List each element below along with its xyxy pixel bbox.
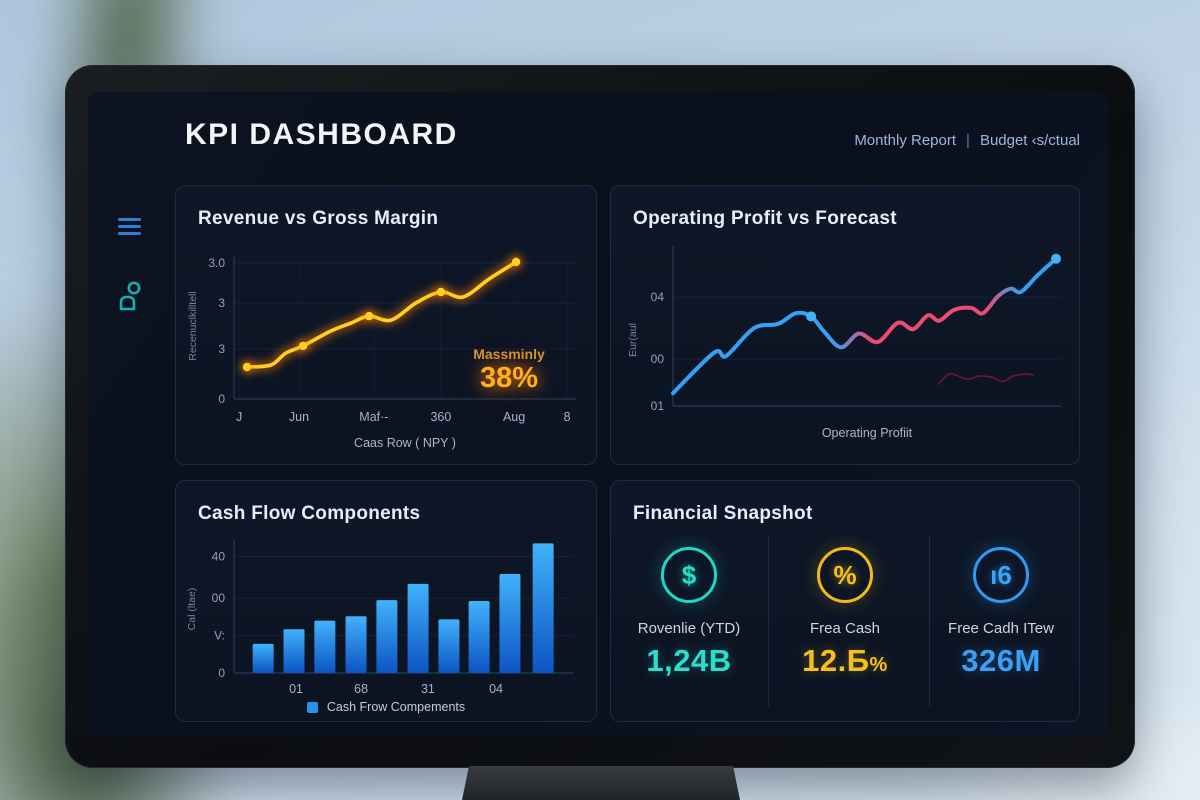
- panel-title: Financial Snapshot: [633, 503, 813, 524]
- bar: [345, 616, 367, 673]
- kpi-free-cash: % Frea Cash 12.Б%: [767, 539, 923, 679]
- nav-monthly-report[interactable]: Monthly Report: [854, 132, 957, 149]
- y-tick: 04: [651, 290, 665, 304]
- y-axis-label: Cal (ltae): [186, 587, 198, 631]
- data-point: [806, 311, 817, 322]
- panel-title: Cash Flow Components: [198, 503, 421, 524]
- x-tick: 01: [289, 682, 303, 696]
- data-point: [364, 311, 374, 321]
- panel-operating-profit-vs-forecast: Operating Profit vs Forecast 04 00 01 Oper…: [610, 185, 1080, 465]
- kpi-label: Free Cadh ITew: [948, 620, 1054, 637]
- x-tick: Jun: [289, 410, 309, 424]
- y-tick: V:: [214, 628, 225, 642]
- x-tick: 68: [354, 682, 368, 696]
- margin-annotation: Massminly 38%: [459, 346, 559, 395]
- monitor-stand: [462, 766, 740, 800]
- dollar-icon: $: [661, 547, 717, 603]
- divider: [768, 536, 769, 707]
- bar: [532, 543, 554, 673]
- panel-title: Revenue vs Gross Margin: [198, 208, 439, 229]
- bar: [314, 620, 336, 673]
- panel-cash-flow-components: Cash Flow Components 40 00 V: 0 01 68 31 04 Cal…: [175, 480, 597, 722]
- flow-icon: ı6: [973, 547, 1029, 603]
- nav-budget-vs-actual[interactable]: Budget ‹s/ctual: [979, 132, 1080, 149]
- y-axis-label: Eur(aul: [627, 323, 639, 357]
- x-tick: Maf·-: [359, 410, 388, 424]
- chart-legend: Cash Frow Compements: [176, 700, 596, 714]
- x-tick: Aug: [503, 410, 525, 424]
- operating-line-chart: 04 00 01: [651, 246, 1061, 413]
- panel-revenue-vs-gross-margin: Revenue vs Gross Margin 3.0 3 3 0 J Jun Maf·- 3…: [175, 185, 597, 465]
- data-point: [298, 341, 308, 351]
- percent-icon: %: [817, 547, 873, 603]
- bar: [283, 629, 305, 673]
- legend-swatch: [306, 701, 318, 713]
- x-tick: 8: [564, 410, 571, 424]
- header-nav: Monthly Report | Budget ‹s/ctual: [854, 132, 1080, 149]
- y-axis-label: Recenuclkilltell: [187, 291, 199, 361]
- revenue-line-chart: 3.0 3 3 0J Jun Maf·- 360 Aug 8: [208, 255, 576, 424]
- bar: [376, 600, 398, 673]
- x-tick: 04: [489, 682, 503, 696]
- y-tick: 00: [212, 591, 226, 605]
- x-axis-label: Operating Profiit: [821, 426, 913, 440]
- panel-title: Operating Profit vs Forecast: [633, 208, 897, 229]
- menu-icon[interactable]: [118, 218, 141, 235]
- page-title: KPI DASHBOARD: [185, 118, 458, 151]
- y-tick: 0: [218, 666, 225, 680]
- cashflow-bar-chart: 40 00 V: 0 01 68 31 04: [212, 539, 573, 696]
- x-tick: 31: [421, 682, 435, 696]
- y-tick: 3: [218, 296, 225, 310]
- data-point: [242, 362, 252, 372]
- y-tick: 3: [218, 342, 225, 356]
- y-tick: 40: [212, 549, 226, 563]
- monitor-frame: KPI DASHBOARD Monthly Report | Budget ‹s…: [65, 65, 1135, 768]
- kpi-label: Rovenlie (YTD): [637, 620, 741, 637]
- kpi-free-cash-flow: ı6 Free Cadh ITew 326M: [923, 539, 1079, 679]
- kpi-label: Frea Cash: [809, 620, 881, 637]
- bar: [499, 573, 521, 673]
- kpi-row: $ Rovenlie (YTD) 1,24B % Frea Cash 12.Б%…: [611, 539, 1079, 679]
- annotation-label: Massminly: [473, 346, 545, 362]
- annotation-value: 38%: [479, 362, 539, 394]
- data-point: [1051, 253, 1061, 264]
- kpi-value: 12.Б%: [802, 643, 888, 678]
- forecast-line: [937, 372, 1034, 386]
- data-point: [436, 287, 446, 297]
- legend-label: Cash Frow Compements: [326, 700, 466, 714]
- divider: [929, 536, 930, 707]
- x-tick: J: [236, 410, 242, 424]
- dashboard-screen: KPI DASHBOARD Monthly Report | Budget ‹s…: [88, 92, 1108, 737]
- panel-financial-snapshot: Financial Snapshot $ Rovenlie (YTD) 1,24…: [610, 480, 1080, 722]
- y-tick: 01: [651, 399, 665, 413]
- data-point: [511, 257, 521, 267]
- y-tick: 00: [651, 352, 665, 366]
- x-axis-label: Caas Row ( NPY ): [354, 436, 456, 450]
- bar: [438, 619, 460, 673]
- x-tick: 360: [430, 410, 451, 424]
- kpi-value: 326M: [961, 643, 1041, 678]
- y-tick: 3.0: [208, 256, 225, 270]
- nav-separator: |: [966, 132, 970, 149]
- y-tick: 0: [218, 392, 225, 406]
- bar: [407, 583, 429, 673]
- kpi-value: 1,24B: [646, 643, 732, 678]
- actual-line: [671, 256, 1058, 396]
- kpi-revenue-ytd: $ Rovenlie (YTD) 1,24B: [611, 539, 767, 679]
- bar: [468, 601, 490, 673]
- bar: [252, 643, 274, 673]
- user-icon[interactable]: [117, 280, 143, 317]
